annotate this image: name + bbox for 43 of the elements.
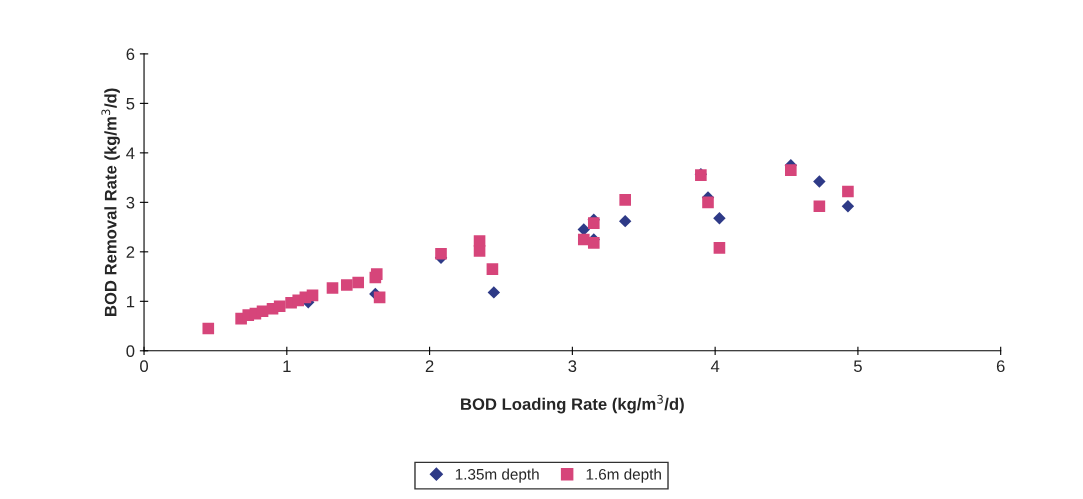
point: [618, 214, 632, 228]
x-tick-label: 6: [996, 360, 1005, 373]
point: [587, 237, 600, 249]
point: [202, 322, 215, 335]
point: [713, 242, 726, 254]
point: [326, 282, 339, 294]
x-tick-label: 1: [283, 360, 291, 372]
y-tick-label: 3: [126, 196, 135, 209]
y-tick-label: 2: [126, 246, 135, 258]
y-axis-title: BOD Removal Rate (kg/m$^{3}$/d): [101, 88, 120, 316]
y-tick-label: 4: [126, 147, 135, 159]
point: [785, 164, 797, 176]
legend-label: 1.6m depth: [586, 468, 661, 483]
x-tick-label: 4: [710, 360, 720, 372]
point: [473, 245, 486, 257]
y-tick-label: 5: [126, 97, 135, 110]
point: [352, 276, 365, 289]
y-tick-label: 1: [127, 295, 135, 308]
point: [273, 300, 286, 313]
y-tick-label: 6: [126, 48, 135, 61]
point: [702, 196, 714, 209]
point: [813, 200, 826, 213]
point: [373, 291, 386, 304]
x-tick-label: 3: [568, 360, 577, 373]
x-tick-label: 2: [425, 360, 434, 372]
x-tick-label: 5: [853, 360, 862, 373]
point: [619, 194, 631, 206]
point: [306, 289, 319, 302]
point: [487, 286, 501, 299]
point: [370, 268, 383, 280]
point: [435, 248, 447, 260]
x-axis-title: BOD Loading Rate (kg/m$^{3}$/d): [461, 394, 684, 414]
point: [713, 211, 726, 225]
point: [813, 175, 826, 188]
y-tick-label: 0: [126, 345, 135, 357]
point: [587, 217, 600, 229]
point: [486, 263, 499, 275]
point: [340, 279, 353, 291]
legend-label: 1.35m depth: [455, 468, 539, 483]
point: [256, 305, 269, 318]
point: [842, 185, 854, 198]
x-tick-label: 0: [140, 360, 149, 373]
point: [841, 200, 855, 213]
